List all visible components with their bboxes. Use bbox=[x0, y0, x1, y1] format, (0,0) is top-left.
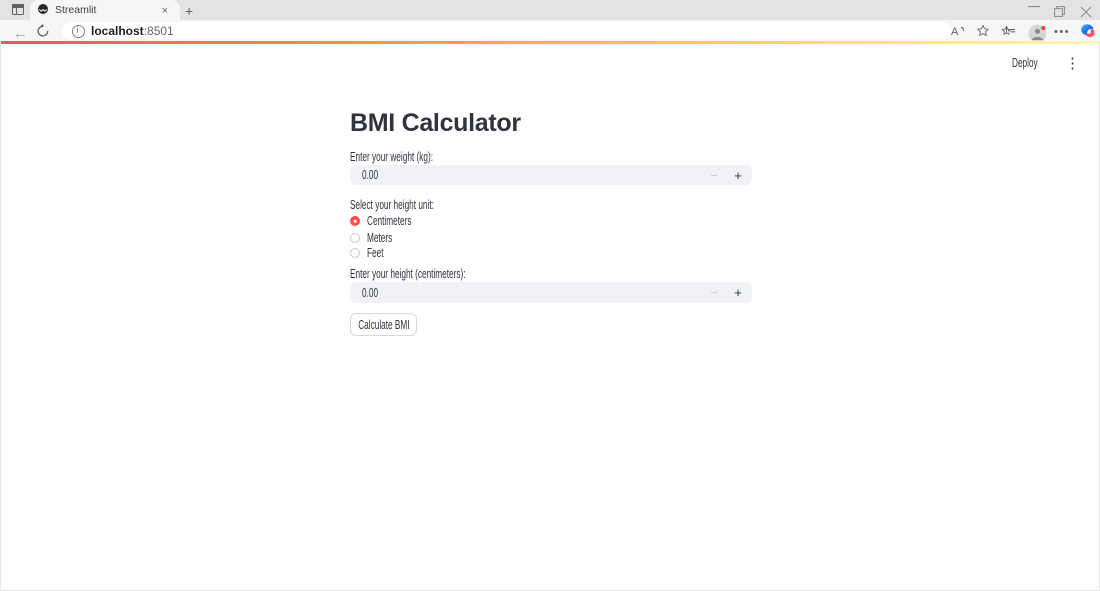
svg-text:A: A bbox=[951, 26, 959, 38]
